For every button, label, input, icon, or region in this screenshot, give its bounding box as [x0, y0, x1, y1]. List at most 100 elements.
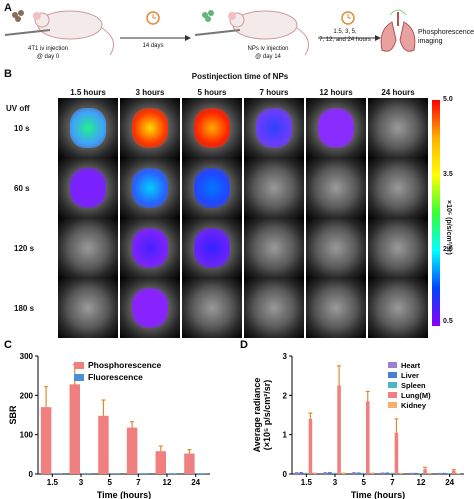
colorbar-tick: 3.5 — [443, 171, 453, 178]
signal-blob — [194, 228, 230, 268]
legend-swatch — [388, 402, 397, 408]
arrow-2-icon — [375, 35, 381, 41]
colorbar-label: ×10⁵ (p/s/cm²/sr) — [445, 200, 452, 255]
step-5-label: Phosphorescence imaging — [418, 29, 474, 45]
lung-image — [120, 278, 180, 338]
x-tick-label: 12 — [417, 478, 426, 487]
lung-image — [244, 218, 304, 278]
lung-image — [306, 278, 366, 338]
signal-blob — [132, 168, 168, 208]
x-tick-label: 12 — [163, 478, 172, 487]
panel-letter: C — [4, 339, 12, 351]
bar — [328, 472, 332, 474]
bar — [40, 407, 52, 474]
legend-label: Kidney — [401, 401, 427, 410]
bar — [399, 472, 403, 474]
lung-image — [120, 158, 180, 218]
y-tick-label: 0 — [29, 470, 34, 479]
y-tick-label: 3 — [283, 352, 288, 361]
bar — [313, 472, 317, 474]
bar — [370, 472, 375, 474]
step-2-label: 14 days — [142, 43, 164, 49]
panel-letter: D — [240, 339, 248, 351]
lung-image — [244, 158, 304, 218]
signal-blob — [318, 108, 354, 148]
x-tick-label: 1.5 — [301, 478, 313, 487]
bar — [304, 472, 308, 474]
signal-blob — [132, 228, 168, 268]
row-label: 120 s — [14, 244, 35, 253]
x-tick-label: 5 — [107, 478, 112, 487]
lung-image — [182, 98, 242, 158]
y-tick-label: 100 — [20, 431, 34, 440]
y-axis-label: (×10⁵ p/s/cm²/sr) — [262, 380, 272, 451]
column-header: 3 hours — [135, 88, 165, 97]
row-label: 10 s — [14, 124, 30, 133]
y-tick-label: 1 — [283, 431, 288, 440]
signal-blob — [132, 108, 168, 148]
x-axis-label: Time (hours) — [351, 490, 405, 499]
signal-blob — [194, 108, 230, 148]
arrow-1-icon — [185, 35, 191, 41]
x-tick-label: 24 — [191, 478, 200, 487]
legend-swatch — [74, 362, 84, 369]
legend-swatch — [388, 362, 397, 368]
lung-image — [368, 278, 428, 338]
bar — [337, 385, 341, 474]
y-tick-label: 2 — [283, 391, 288, 400]
step-1-label: 4T1 iv injection @ day 0 — [27, 46, 69, 60]
bar — [184, 453, 195, 474]
bar — [394, 432, 399, 474]
legend-swatch — [388, 392, 397, 398]
bar — [352, 472, 356, 474]
bar — [356, 472, 361, 474]
legend-label: Heart — [401, 361, 421, 370]
lung-image — [306, 98, 366, 158]
signal-blob — [256, 108, 292, 148]
lung-image — [244, 98, 304, 158]
lung-image — [120, 98, 180, 158]
y-tick-label: 300 — [20, 352, 34, 361]
row-label: 180 s — [14, 304, 35, 313]
bar — [294, 472, 299, 474]
lung-image — [58, 278, 118, 338]
bar — [438, 472, 442, 474]
lung-image — [368, 158, 428, 218]
bar — [109, 473, 121, 475]
lung-image — [120, 218, 180, 278]
x-tick-label: 7 — [136, 478, 141, 487]
y-tick-label: 200 — [20, 391, 34, 400]
legend-label: Lung(M) — [401, 391, 431, 400]
bar — [98, 415, 109, 474]
bar — [195, 473, 207, 475]
lung-image — [244, 278, 304, 338]
legend-label: Liver — [401, 371, 419, 380]
legend-label: Spleen — [401, 381, 426, 390]
lung-image — [368, 98, 428, 158]
bar — [308, 418, 313, 474]
panel-a-schematic — [4, 9, 416, 56]
column-header: 12 hours — [319, 88, 353, 97]
uv-off-label: UV off — [6, 104, 30, 113]
lung-image — [368, 218, 428, 278]
x-tick-label: 1.5 — [47, 478, 59, 487]
x-tick-label: 3 — [79, 478, 84, 487]
bar — [385, 472, 390, 474]
clock-2-icon — [341, 11, 355, 25]
y-tick-label: 0 — [283, 470, 288, 479]
signal-blob — [132, 288, 168, 328]
colorbar-tick: 2.0 — [443, 246, 453, 253]
colorbar-tick: 5.0 — [443, 96, 453, 103]
column-header: 7 hours — [259, 88, 289, 97]
column-header: 24 hours — [381, 88, 415, 97]
y-axis-label: SBR — [8, 405, 18, 425]
bar — [456, 473, 461, 475]
x-axis-label: Time (hours) — [97, 490, 151, 499]
bar — [365, 401, 370, 474]
bar — [414, 472, 418, 474]
lung-image — [182, 158, 242, 218]
x-tick-label: 7 — [390, 478, 395, 487]
lung-image — [58, 98, 118, 158]
signal-blob — [70, 108, 106, 148]
